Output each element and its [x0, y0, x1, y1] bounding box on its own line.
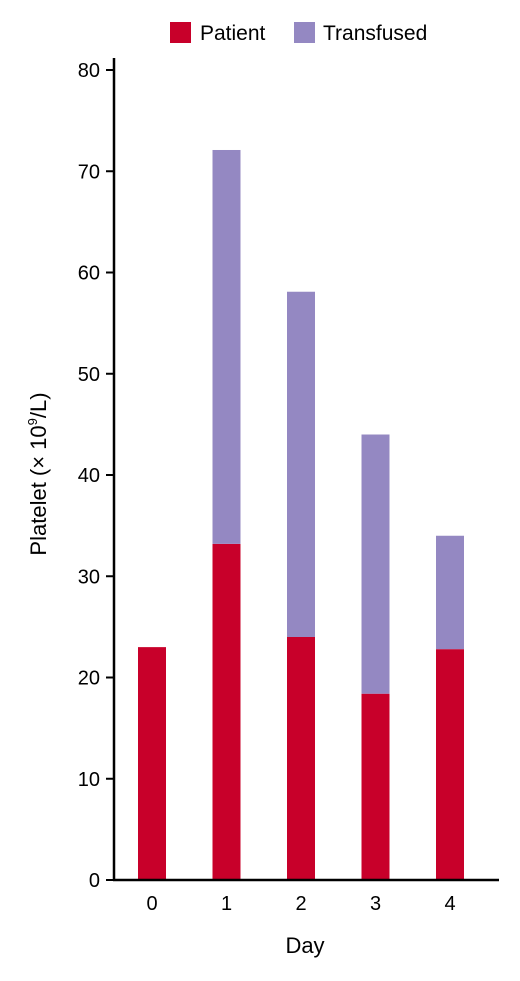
legend-swatch-patient [170, 22, 191, 43]
legend-swatch-transfused [294, 22, 315, 43]
x-tick-label: 2 [295, 893, 306, 915]
bar-transfused-day-3 [361, 434, 390, 694]
bars-group [138, 149, 464, 880]
x-axis-title: Day [285, 933, 324, 958]
bar-transfused-day-4 [436, 535, 464, 650]
bar-patient-day-1 [212, 543, 241, 880]
bar-transfused-day-2 [287, 291, 315, 637]
y-axis-ticks: 0 10 20 30 40 50 60 70 80 [78, 60, 114, 892]
y-tick-label: 50 [78, 364, 100, 386]
y-axis-title-suffix: /L) [26, 392, 51, 418]
x-axis-ticks: 0 1 2 3 4 [146, 893, 455, 915]
bar-transfused-day-1 [212, 149, 241, 544]
y-tick-label: 0 [89, 870, 100, 892]
x-tick-label: 3 [370, 893, 381, 915]
y-axis-title-prefix: Platelet (× 10 [26, 425, 51, 555]
bar-patient-day-2 [287, 637, 315, 880]
y-tick-label: 20 [78, 668, 100, 690]
y-tick-label: 60 [78, 263, 100, 285]
bar-patient-day-3 [361, 693, 390, 880]
legend-label-patient: Patient [200, 22, 266, 45]
y-tick-label: 40 [78, 465, 100, 487]
y-tick-label: 10 [78, 769, 100, 791]
y-axis-title: Platelet (× 109/L) [25, 392, 51, 555]
bar-patient-day-0 [138, 647, 166, 880]
bar-patient-day-4 [436, 649, 464, 880]
legend-label-transfused: Transfused [323, 22, 427, 45]
y-tick-label: 80 [78, 60, 100, 82]
y-axis-title-superscript: 9 [25, 418, 40, 425]
x-tick-label: 0 [146, 893, 157, 915]
x-tick-label: 1 [221, 893, 232, 915]
y-tick-label: 70 [78, 161, 100, 183]
legend: Patient Transfused [170, 22, 427, 45]
x-tick-label: 4 [444, 893, 455, 915]
y-tick-label: 30 [78, 566, 100, 588]
